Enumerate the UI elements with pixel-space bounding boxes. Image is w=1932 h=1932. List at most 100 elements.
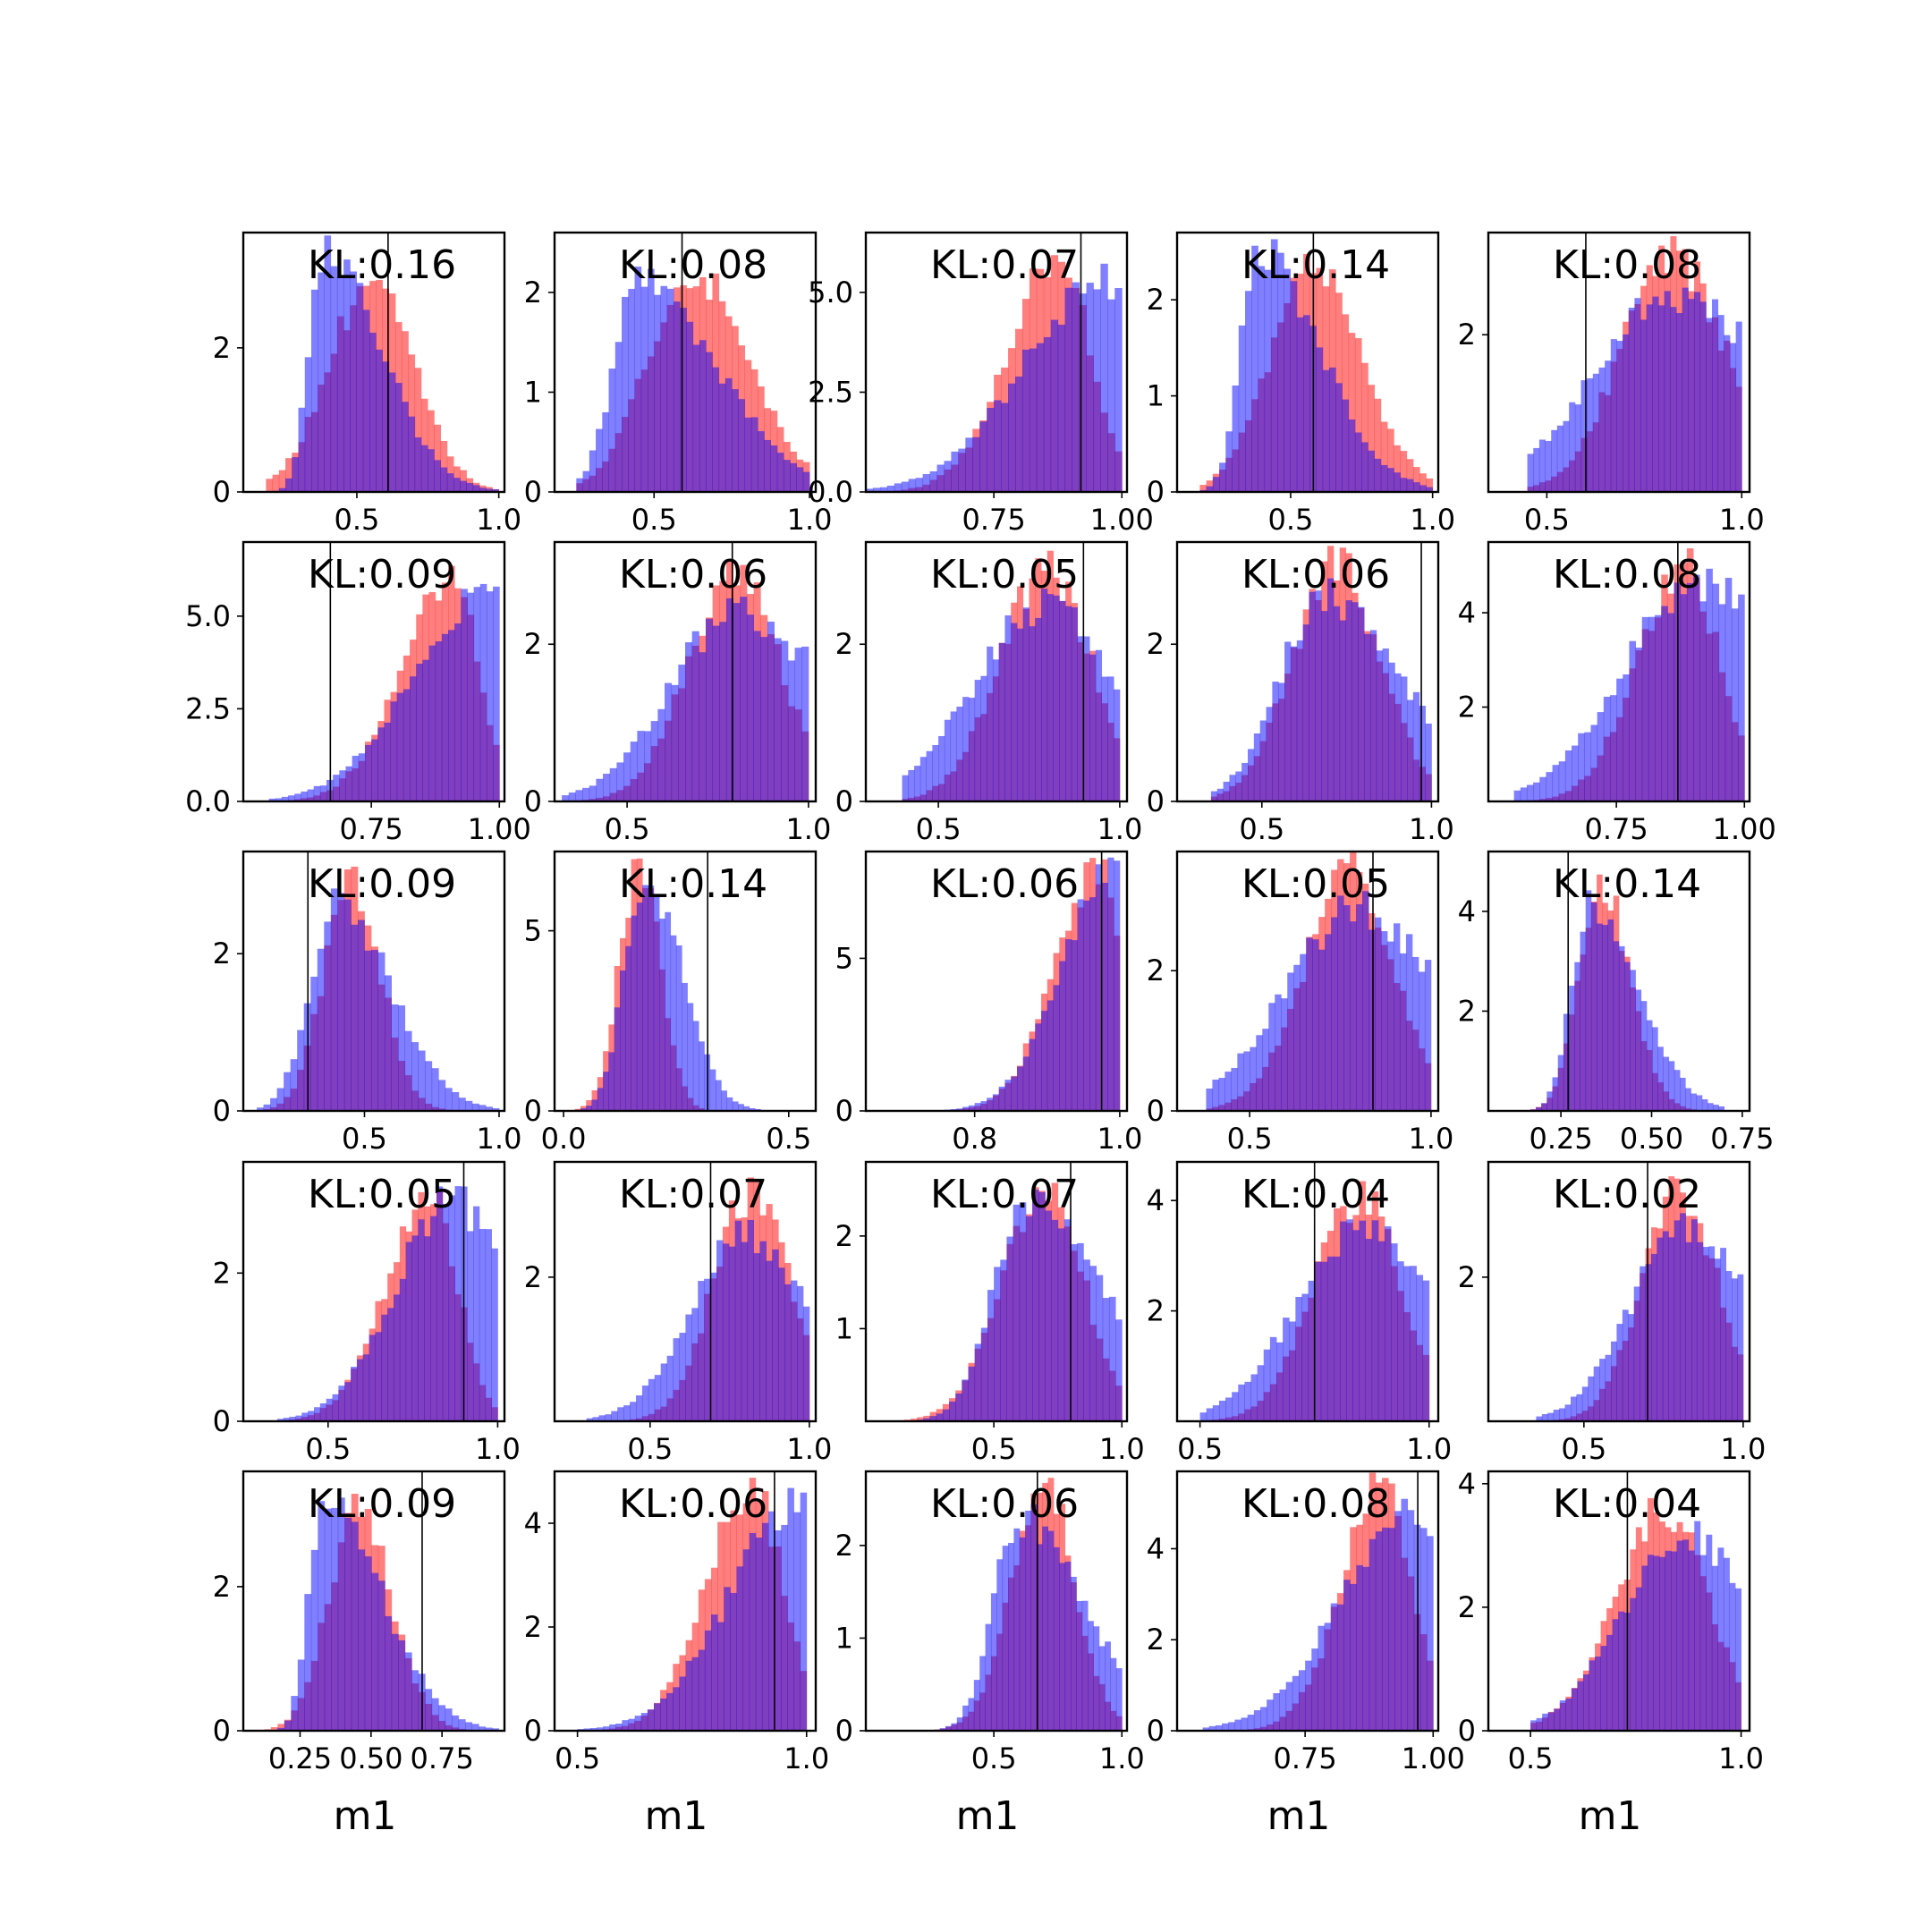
x-tick-label: 0.5 (605, 812, 650, 846)
bar-blue-27 (1375, 1531, 1383, 1731)
bar-blue-34 (796, 467, 804, 492)
bar-blue-22 (1662, 1231, 1669, 1421)
bar-blue-8 (628, 1718, 636, 1731)
bar-blue-11 (654, 1375, 662, 1421)
bar-blue-32 (781, 1524, 788, 1731)
x-tick-label: 0.5 (1268, 503, 1314, 537)
bar-blue-19 (670, 935, 677, 1111)
bar-blue-1 (1208, 1725, 1216, 1731)
bar-blue-2 (589, 1728, 597, 1731)
bar-blue-1 (1536, 1717, 1543, 1731)
bar-blue-24 (1036, 343, 1045, 492)
bar-blue-1 (1520, 787, 1528, 801)
bar-blue-17 (1000, 1259, 1007, 1421)
bar-blue-20 (1641, 616, 1649, 801)
bar-blue-12 (1600, 1646, 1607, 1731)
bar-blue-23 (692, 1021, 699, 1111)
bar-blue-9 (1580, 380, 1588, 492)
bar-blue-3 (582, 787, 590, 801)
bar-blue-30 (1706, 1534, 1713, 1731)
bar-blue-27 (1688, 1550, 1695, 1731)
bar-blue-33 (787, 660, 795, 801)
bar-blue-18 (1318, 949, 1326, 1111)
bar-blue-12 (345, 766, 353, 801)
bar-blue-24 (422, 659, 429, 801)
bar-blue-27 (750, 417, 758, 492)
bar-blue-4 (284, 1720, 292, 1731)
bar-blue-12 (985, 1623, 992, 1731)
bar-blue-12 (1598, 367, 1606, 492)
bar-blue-20 (675, 945, 682, 1111)
bar-blue-24 (418, 1050, 426, 1111)
bar-blue-9 (968, 1698, 975, 1731)
bar-blue-34 (1108, 1296, 1116, 1421)
bar-blue-15 (369, 1335, 376, 1421)
y-tick-label: 5.0 (808, 275, 853, 309)
x-tick-label: 1.0 (1410, 503, 1455, 537)
bar-blue-24 (1352, 1230, 1360, 1421)
bar-blue-0 (1199, 1412, 1208, 1421)
y-tick-label: 2 (1458, 994, 1476, 1028)
bar-blue-5 (308, 1411, 315, 1421)
bar-blue-22 (408, 416, 416, 492)
bar-blue-9 (324, 235, 332, 492)
bar-blue-20 (1030, 1504, 1038, 1731)
bar-blue-14 (351, 924, 359, 1111)
bar-blue-28 (1071, 1244, 1078, 1421)
bar-blue-11 (944, 461, 952, 492)
series-blue (257, 1497, 500, 1731)
bar-blue-10 (640, 286, 648, 492)
bar-blue-24 (1053, 1546, 1060, 1731)
bar-blue-21 (1014, 377, 1023, 492)
bar-blue-19 (385, 975, 392, 1111)
bar-blue-33 (1412, 691, 1420, 801)
bar-blue-19 (388, 372, 396, 492)
bar-blue-32 (1717, 315, 1724, 492)
bar-blue-13 (344, 1517, 352, 1731)
bar-blue-6 (1241, 1717, 1249, 1731)
bar-blue-34 (1419, 706, 1426, 801)
bar-blue-14 (1616, 1324, 1623, 1421)
axes-frame (1175, 231, 1440, 494)
bar-blue-10 (648, 1378, 656, 1421)
bar-blue-10 (1593, 1366, 1600, 1421)
bar-blue-30 (1394, 472, 1401, 492)
y-tick-label: 4 (1458, 596, 1476, 630)
bar-blue-26 (1368, 450, 1375, 492)
x-tick-label: 1.0 (787, 503, 833, 537)
bar-blue-32 (1093, 289, 1101, 492)
bar-blue-30 (1394, 1511, 1402, 1731)
panel-4-1: 0.5 1.0 0 2 KL:0.05 (213, 1160, 521, 1466)
bar-blue-9 (1266, 707, 1273, 801)
bar-blue-7 (603, 1072, 609, 1111)
bar-blue-0 (1536, 1416, 1543, 1421)
bar-blue-33 (479, 1726, 487, 1731)
bar-blue-4 (1554, 1708, 1561, 1731)
bar-blue-24 (1354, 432, 1362, 492)
bar-blue-6 (1243, 1051, 1250, 1111)
bar-blue-35 (1718, 1106, 1725, 1111)
y-tick-label: 0 (835, 1714, 853, 1748)
x-tick-label: 1.00 (1090, 503, 1154, 537)
bar-blue-34 (1729, 1582, 1736, 1731)
bar-red-3 (277, 1724, 285, 1731)
bar-blue-16 (653, 896, 660, 1111)
bar-blue-24 (1356, 1564, 1363, 1731)
bar-blue-21 (1339, 620, 1346, 801)
bar-blue-34 (1416, 1275, 1424, 1421)
bar-blue-32 (1407, 1510, 1415, 1731)
panel-4-2: 0.5 1.0 2 KL:0.07 (524, 1160, 832, 1466)
bar-blue-5 (932, 744, 939, 801)
bar-blue-24 (734, 1220, 742, 1421)
bar-blue-23 (1038, 1191, 1046, 1421)
bar-blue-29 (760, 637, 768, 801)
bar-blue-20 (1651, 1253, 1657, 1421)
bar-blue-13 (636, 902, 643, 1111)
bar-blue-19 (1322, 369, 1330, 492)
bar-blue-19 (704, 1278, 711, 1421)
bar-blue-9 (1257, 1365, 1265, 1421)
bar-blue-2 (1223, 781, 1230, 801)
bar-blue-4 (602, 411, 609, 492)
bar-blue-34 (793, 1512, 801, 1731)
bar-blue-16 (680, 308, 687, 492)
